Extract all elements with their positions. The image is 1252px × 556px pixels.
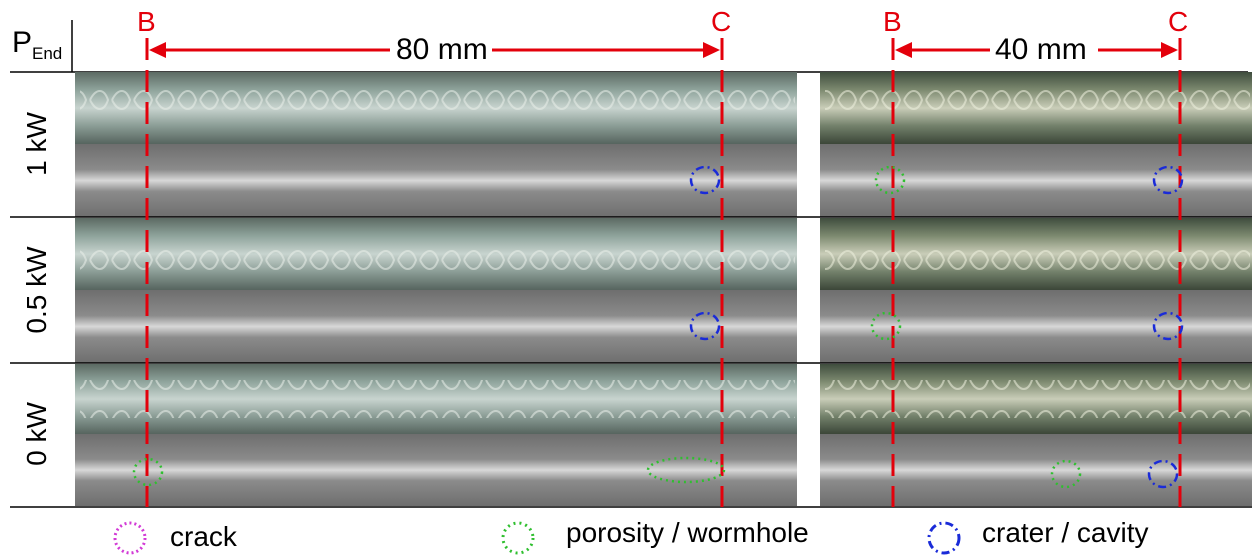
legend-porosity-label: porosity / wormhole <box>566 517 809 548</box>
porosity-right-0.5kw <box>870 311 902 341</box>
left-distance-label: 80 mm <box>396 33 488 66</box>
porosity-legend-icon <box>501 521 535 555</box>
legend-crater-label: crater / cavity <box>982 517 1149 548</box>
p-end-label: PEnd <box>12 26 62 64</box>
right-dimension-arrow <box>895 42 1178 58</box>
crack-legend-icon <box>113 521 147 555</box>
crater-left-0.5kw <box>689 311 721 341</box>
crater-right-1kw <box>1152 165 1184 195</box>
row-label-0kw: 0 kW <box>21 402 52 466</box>
left-marker-b: B <box>137 6 156 37</box>
right-marker-b: B <box>883 6 902 37</box>
left-panel-row-0kw <box>75 364 797 506</box>
row-label-0.5kw: 0.5 kW <box>21 246 52 334</box>
right-panel-row-0.5kw <box>820 218 1252 363</box>
crater-legend-icon <box>927 521 961 555</box>
legend-crack-label: crack <box>170 521 237 552</box>
row-label-1kw: 1 kW <box>21 112 52 176</box>
right-panel-row-1kw <box>820 72 1252 217</box>
right-panel-row-0kw <box>820 364 1252 506</box>
porosity-markers <box>132 165 1082 489</box>
crater-right-0.5kw <box>1152 311 1184 341</box>
porosity-right-1kw <box>874 165 906 195</box>
left-dimension-arrow <box>149 42 720 58</box>
crater-markers <box>689 165 1184 489</box>
p-end-subscript: End <box>32 44 63 63</box>
crater-right-0kw <box>1147 459 1179 489</box>
right-marker-c: C <box>1168 6 1189 37</box>
porosity-left-0kw-c <box>646 456 726 484</box>
porosity-right-0kw <box>1050 459 1082 489</box>
p-end-main: P <box>12 26 33 59</box>
right-distance-label: 40 mm <box>995 33 1087 66</box>
marker-lines <box>145 38 1182 507</box>
porosity-left-0kw-b <box>132 457 164 487</box>
crater-left-1kw <box>689 165 721 195</box>
left-marker-c: C <box>711 6 732 37</box>
left-panel-row-0.5kw <box>75 218 797 363</box>
left-panel-row-1kw <box>75 72 797 217</box>
